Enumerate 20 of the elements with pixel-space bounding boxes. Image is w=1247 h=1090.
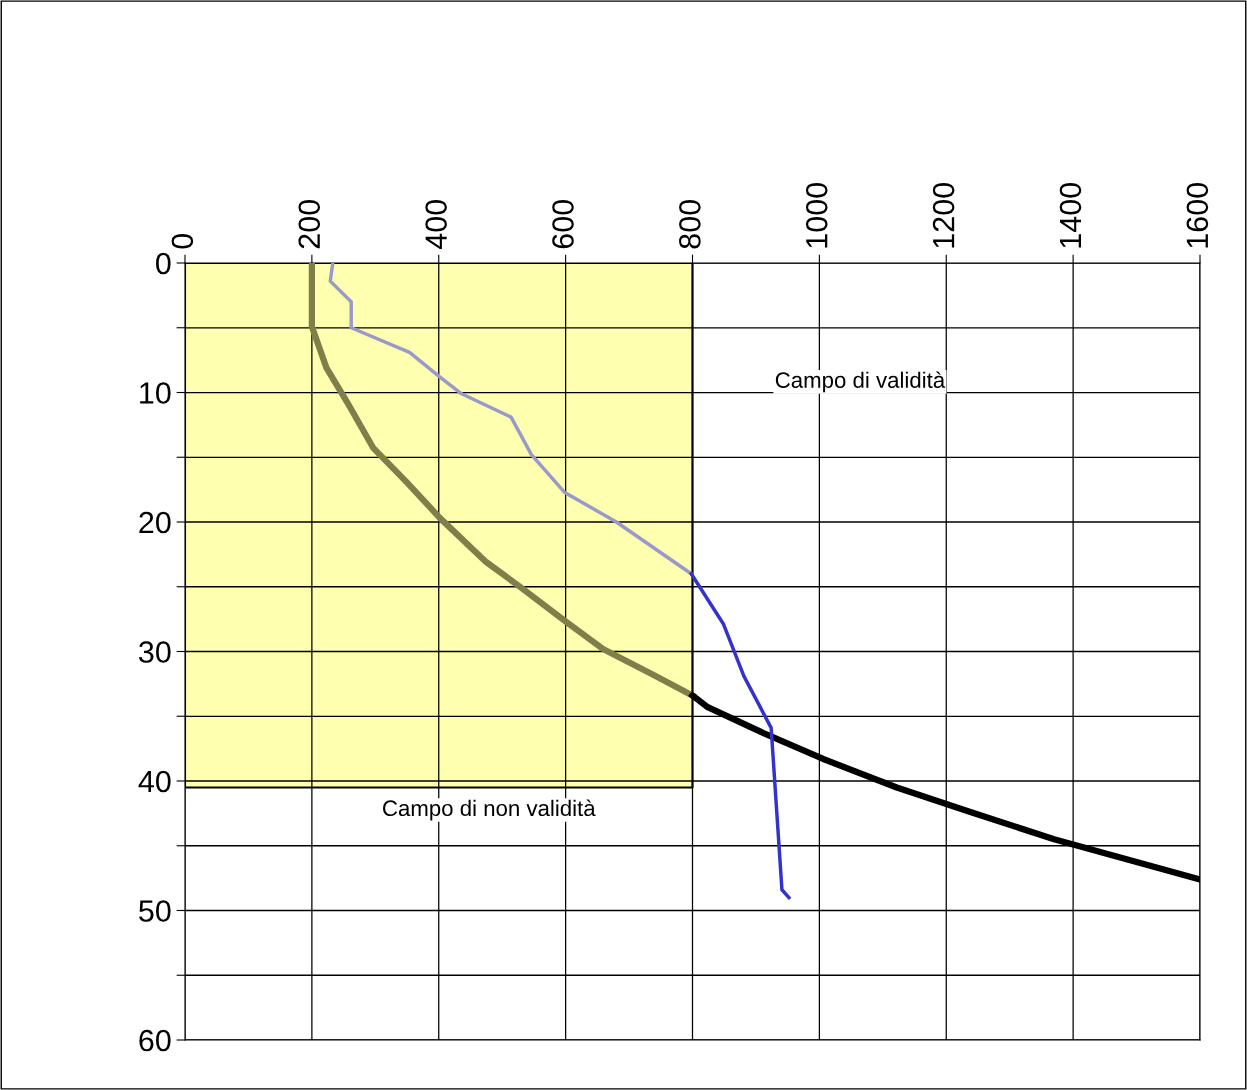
y-tick-label: 40 [138, 770, 171, 793]
x-tick-label: 800 [679, 200, 701, 249]
x-tick-label: 1400 [1059, 183, 1082, 248]
x-tick-label: 1600 [1186, 183, 1209, 248]
annotation: Campo di non validità [383, 799, 596, 821]
y-tick-label: 0 [156, 252, 171, 275]
line-series [689, 572, 791, 900]
line-series [328, 263, 693, 576]
y-tick-label: 60 [139, 1029, 171, 1052]
y-tick-label: 50 [139, 900, 171, 922]
x-tick-label: 200 [298, 200, 321, 249]
x-tick-label: 1000 [805, 183, 828, 248]
y-tick-label: 30 [138, 641, 171, 663]
x-tick-label: 0 [171, 234, 194, 249]
x-tick-label: 400 [425, 200, 447, 250]
x-tick-label: 600 [552, 200, 574, 249]
y-tick-label: 20 [139, 511, 171, 534]
annotation: Campo di validità [775, 371, 946, 393]
x-tick-label: 1200 [932, 183, 955, 248]
y-tick-label: 10 [140, 382, 171, 404]
